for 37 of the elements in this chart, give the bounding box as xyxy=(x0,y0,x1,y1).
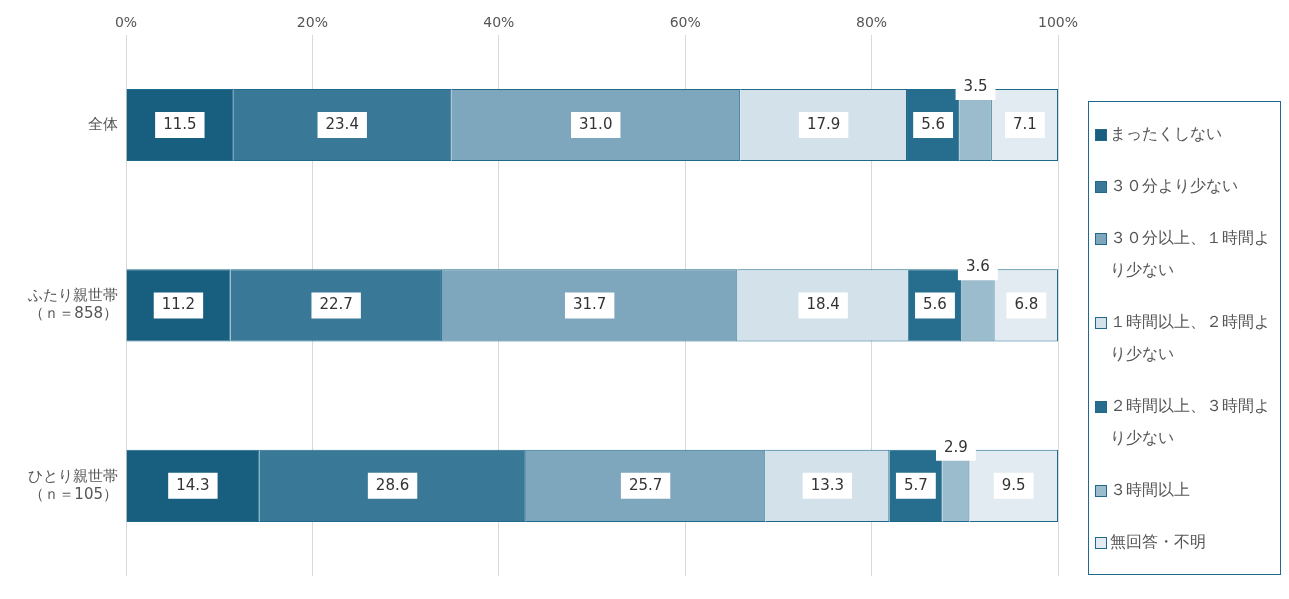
data-label: 5.7 xyxy=(903,475,928,494)
data-label: 14.3 xyxy=(176,475,210,494)
data-label: 18.4 xyxy=(806,295,840,314)
data-label: 6.8 xyxy=(1014,295,1039,314)
data-label: 13.3 xyxy=(810,475,845,494)
data-label: 22.7 xyxy=(319,295,353,314)
legend-label: １時間以上、２時間より少ない xyxy=(1110,311,1271,365)
data-label: 25.7 xyxy=(628,475,663,494)
x-tick-label: 0% xyxy=(114,14,138,31)
y-tick-label: 全体 xyxy=(88,114,118,133)
data-label: 2.9 xyxy=(944,437,968,456)
x-tick-label: 80% xyxy=(856,14,888,31)
data-label: 5.6 xyxy=(923,295,947,314)
x-tick-label: 20% xyxy=(296,14,328,31)
data-label: 11.2 xyxy=(161,295,196,314)
legend-label: ３０分より少ない xyxy=(1110,175,1238,197)
data-label: 17.9 xyxy=(806,114,841,133)
data-label: 9.5 xyxy=(1001,475,1026,494)
x-tick-label: 40% xyxy=(483,14,515,31)
y-tick-label: ひとり親世帯（ｎ＝105） xyxy=(28,466,118,503)
legend-label: ３時間以上 xyxy=(1110,479,1190,501)
data-label: 28.6 xyxy=(375,475,410,494)
y-tick-label: ふたり親世帯（ｎ＝858） xyxy=(27,286,118,323)
data-label: 31.7 xyxy=(572,295,607,314)
data-label: 3.5 xyxy=(963,76,988,95)
data-label: 31.0 xyxy=(579,114,613,133)
legend-label: まったくしない xyxy=(1110,123,1222,145)
data-label: 23.4 xyxy=(325,114,359,133)
x-tick-label: 60% xyxy=(669,14,701,31)
x-tick-label: 100% xyxy=(1037,14,1079,31)
data-label: 7.1 xyxy=(1012,114,1037,133)
legend-label: ２時間以上、３時間より少ない xyxy=(1110,395,1271,449)
legend-label: 無回答・不明 xyxy=(1110,531,1206,553)
legend-label: ３０分以上、１時間より少ない xyxy=(1110,227,1271,281)
data-label: 5.6 xyxy=(921,114,946,133)
data-label: 11.5 xyxy=(163,114,197,133)
data-label: 3.6 xyxy=(965,257,990,276)
